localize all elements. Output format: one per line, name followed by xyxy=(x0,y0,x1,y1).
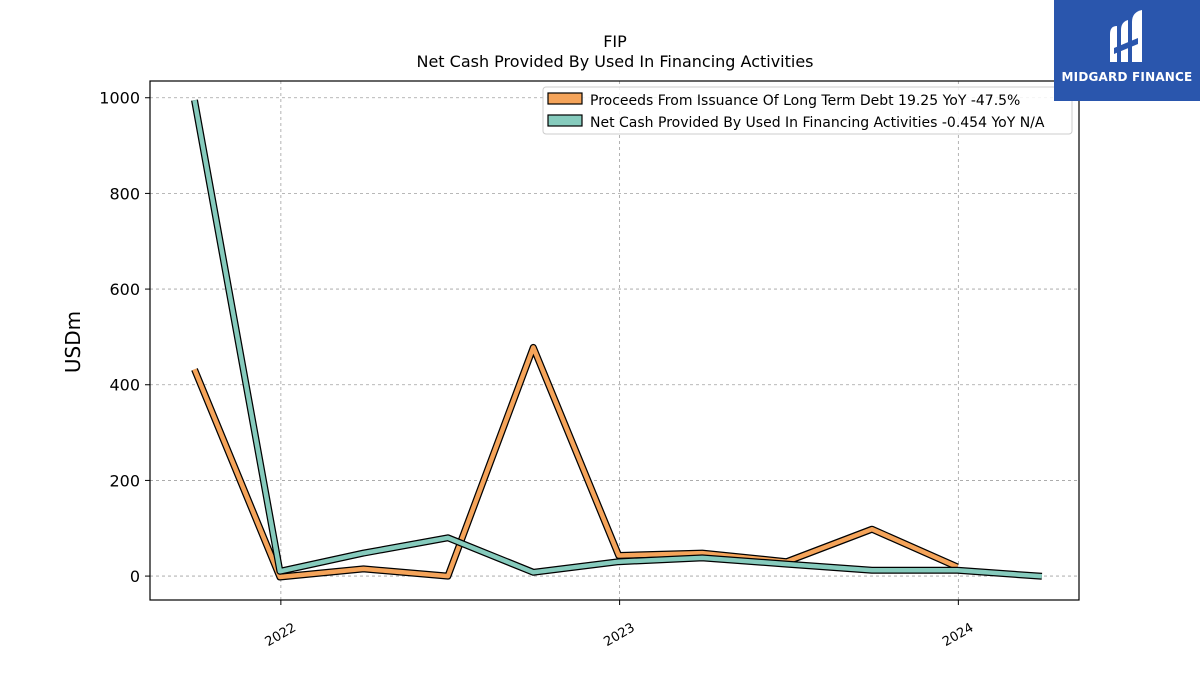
x-tick-label: 2024 xyxy=(940,620,976,650)
grid xyxy=(150,81,1079,600)
legend-label-2: Net Cash Provided By Used In Financing A… xyxy=(590,115,1045,131)
legend-label-1: Proceeds From Issuance Of Long Term Debt… xyxy=(590,93,1020,109)
y-axis-label: USDm xyxy=(61,311,85,373)
y-tick-label: 800 xyxy=(109,184,140,203)
midgard-logo: MIDGARD FINANCE xyxy=(1054,0,1200,101)
y-tick-label: 1000 xyxy=(99,89,140,108)
plot-frame xyxy=(149,80,1080,601)
legend-swatch-1 xyxy=(547,92,583,105)
y-tick-label: 600 xyxy=(109,280,140,299)
chart-title: FIP xyxy=(603,32,627,51)
midgard-logo-icon xyxy=(1110,10,1142,62)
series-lines xyxy=(191,99,1043,581)
series-2-line xyxy=(192,99,1043,579)
x-tick-label: 2022 xyxy=(263,620,299,650)
series-2-outline xyxy=(191,99,1043,580)
legend-swatch-2 xyxy=(547,114,583,127)
legend: Proceeds From Issuance Of Long Term Debt… xyxy=(542,86,1073,135)
y-tick-label: 400 xyxy=(109,376,140,395)
chart-subtitle: Net Cash Provided By Used In Financing A… xyxy=(416,52,813,71)
x-tick-label: 2023 xyxy=(601,620,637,650)
logo-text: MIDGARD FINANCE xyxy=(1061,70,1193,84)
series-1-line xyxy=(192,345,959,580)
y-tick-label: 200 xyxy=(109,471,140,490)
y-tick-label: 0 xyxy=(130,567,140,586)
legend-box xyxy=(542,86,1073,135)
